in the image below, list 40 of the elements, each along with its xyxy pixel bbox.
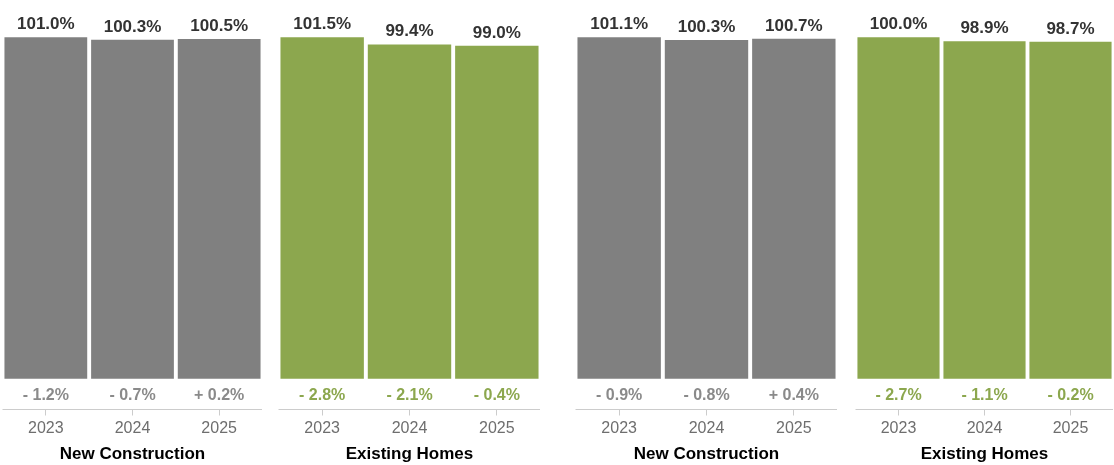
text: + 0.2% <box>194 385 245 403</box>
x-axis-title: Existing Homes <box>920 443 1049 463</box>
data-label: 99.0% <box>472 22 521 42</box>
x-axis-title: Existing Homes <box>345 443 474 463</box>
x-tick-label: 2023 <box>28 418 64 436</box>
x-tick-label: 2024 <box>966 418 1003 436</box>
text: - 2.8% <box>299 385 346 403</box>
x-tick-label: 2024 <box>688 418 725 436</box>
x-tick-label: 2024 <box>391 418 428 436</box>
text: - 1.1% <box>961 385 1008 403</box>
text: - 0.4% <box>473 385 520 403</box>
data-label: 100.0% <box>869 14 928 34</box>
text: - 0.2% <box>1047 385 1094 403</box>
x-tick-label: 2023 <box>304 418 341 436</box>
data-label: 98.7% <box>1046 18 1095 38</box>
text: + 0.4% <box>768 385 819 403</box>
text: - 0.9% <box>596 385 643 403</box>
data-label: 99.4% <box>385 21 434 41</box>
x-axis-title: New Construction <box>633 443 780 463</box>
x-tick-label: 2024 <box>114 418 151 436</box>
x-tick-label: 2023 <box>880 418 917 436</box>
data-label: 98.9% <box>960 18 1009 38</box>
text: - 2.1% <box>386 385 433 403</box>
x-tick-label: 2025 <box>479 418 515 436</box>
text: - 2.7% <box>875 385 922 403</box>
data-label: 101.5% <box>293 14 352 34</box>
data-label: 101.1% <box>590 14 649 34</box>
text: - 1.2% <box>22 385 69 403</box>
data-label: 101.0% <box>17 14 75 34</box>
x-tick-label: 2025 <box>1052 418 1089 436</box>
data-label: 100.3% <box>677 17 736 37</box>
x-tick-label: 2025 <box>201 418 238 436</box>
data-label: 100.5% <box>190 16 249 36</box>
x-axis-title: New Construction <box>59 443 206 463</box>
text: - 0.7% <box>109 385 156 403</box>
x-tick-label: 2023 <box>601 418 638 436</box>
data-label: 100.7% <box>765 15 823 35</box>
text: - 0.8% <box>683 385 730 403</box>
x-tick-label: 2025 <box>776 418 812 436</box>
data-label: 100.3% <box>103 16 162 36</box>
